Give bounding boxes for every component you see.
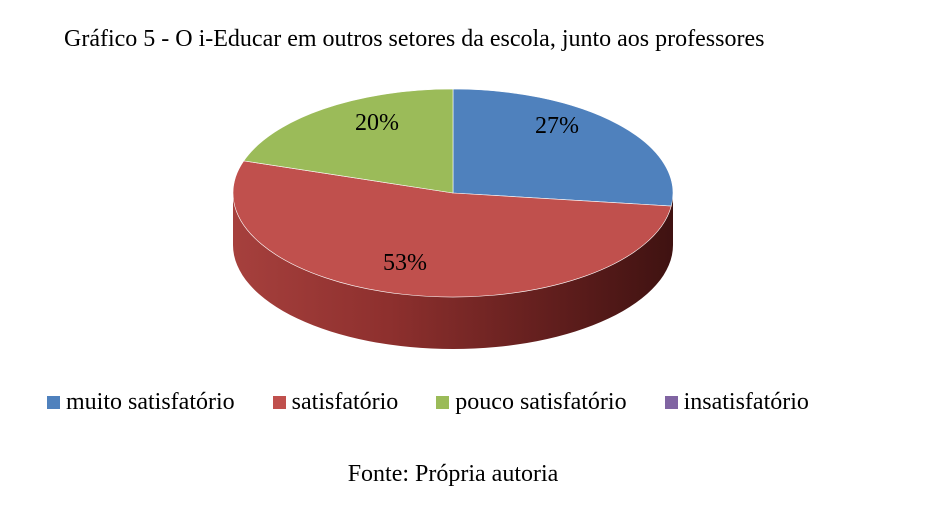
legend-swatch (47, 396, 60, 409)
legend-swatch (664, 396, 678, 409)
data-label-pouco-satisfatorio: 20% (355, 110, 399, 136)
legend-item-muito-satisfatorio: muito satisfatório (47, 389, 235, 416)
chart-title: Gráfico 5 - O i-Educar em outros setores… (64, 26, 765, 52)
source-caption: Fonte: Própria autoria (347, 461, 559, 487)
legend-swatch (436, 396, 450, 409)
legend-label: insatisfatório (683, 389, 809, 415)
legend-label: muito satisfatório (66, 389, 235, 415)
pie-side-wall (233, 193, 673, 349)
legend: muito satisfatório satisfatório pouco sa… (47, 389, 809, 416)
legend-item-satisfatorio: satisfatório (272, 389, 399, 416)
data-label-muito-satisfatorio: 27% (535, 113, 579, 139)
legend-item-insatisfatorio: insatisfatório (664, 389, 809, 416)
legend-item-pouco-satisfatorio: pouco satisfatório (436, 389, 627, 416)
legend-label: satisfatório (291, 389, 399, 415)
slice-pouco-satisfatorio (243, 88, 454, 194)
legend-swatch (272, 396, 286, 409)
data-label-satisfatorio: 53% (383, 250, 427, 276)
slice-muito-satisfatorio (452, 88, 674, 207)
legend-label: pouco satisfatório (455, 389, 627, 415)
slice-satisfatorio (232, 160, 672, 298)
